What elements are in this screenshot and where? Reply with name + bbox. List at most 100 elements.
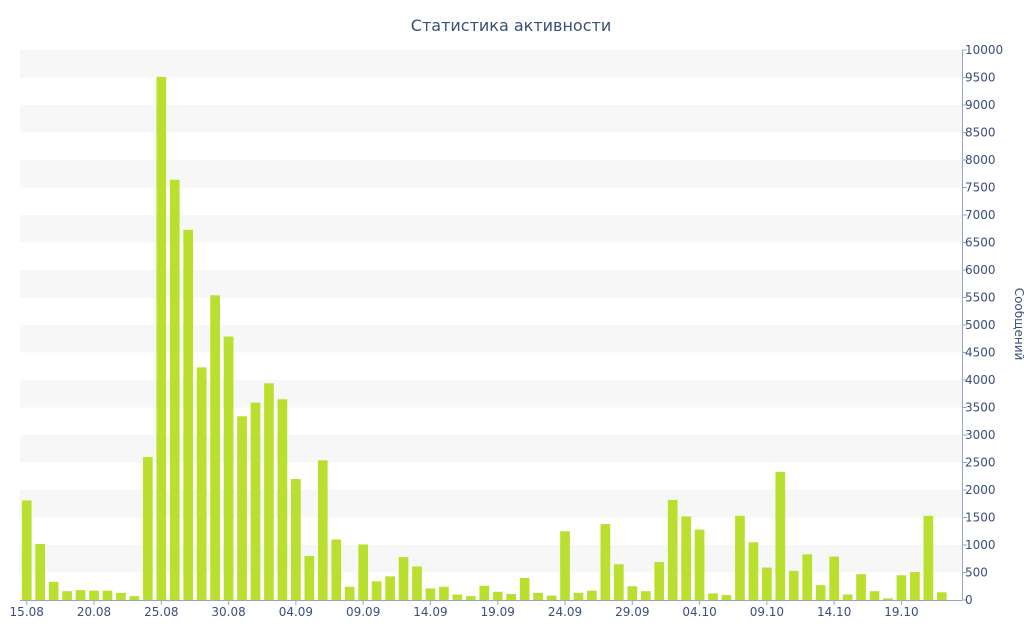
bar[interactable] — [102, 590, 113, 600]
y-tick-label: 3500 — [965, 401, 996, 415]
bar[interactable] — [48, 581, 59, 600]
x-tick-label: 25.08 — [144, 605, 178, 619]
bar[interactable] — [654, 562, 665, 600]
y-tick-label: 9500 — [965, 71, 996, 85]
bar[interactable] — [923, 515, 934, 600]
bar[interactable] — [317, 460, 328, 600]
grid-band — [20, 50, 962, 78]
bar[interactable] — [75, 590, 86, 600]
bar[interactable] — [169, 179, 180, 601]
bar[interactable] — [479, 585, 490, 600]
bar[interactable] — [829, 556, 839, 600]
bar[interactable] — [412, 566, 422, 600]
y-tick-label: 10000 — [965, 43, 1003, 57]
bar[interactable] — [600, 524, 611, 600]
y-tick-label: 1000 — [965, 538, 996, 552]
y-tick-label: 7500 — [965, 181, 996, 195]
y-tick-label: 8000 — [965, 153, 996, 167]
bar[interactable] — [842, 594, 853, 601]
bar[interactable] — [519, 578, 530, 600]
bar[interactable] — [869, 591, 880, 600]
bar[interactable] — [587, 590, 597, 600]
bar[interactable] — [856, 574, 866, 600]
bar[interactable] — [250, 402, 261, 600]
bar[interactable] — [264, 383, 274, 600]
y-tick-label: 500 — [965, 566, 988, 580]
axes-group: 0 500 1000 1500 2000 2500 3000 3500 4000 4500 5000… — [10, 43, 1004, 619]
bar[interactable] — [304, 556, 315, 600]
y-tick-label: 0 — [965, 593, 973, 607]
bar[interactable] — [439, 586, 449, 600]
y-tick-label: 6500 — [965, 236, 996, 250]
bar[interactable] — [183, 229, 194, 600]
bar[interactable] — [385, 576, 395, 600]
x-tick-label: 19.09 — [481, 605, 515, 619]
bar[interactable] — [237, 416, 247, 600]
bar[interactable] — [371, 581, 382, 600]
bar[interactable] — [748, 542, 759, 600]
grid-band — [20, 105, 962, 133]
bar[interactable] — [721, 595, 732, 600]
bar[interactable] — [533, 592, 543, 600]
bar[interactable] — [802, 554, 813, 600]
y-tick-label: 4000 — [965, 373, 996, 387]
bar[interactable] — [277, 399, 288, 600]
bar[interactable] — [896, 575, 907, 600]
y-axis-label: Сообщений — [1012, 288, 1024, 361]
x-tick-label: 15.08 — [10, 605, 44, 619]
bar[interactable] — [129, 596, 140, 600]
bar[interactable] — [35, 543, 46, 600]
y-tick-label: 5500 — [965, 291, 996, 305]
bar[interactable] — [788, 570, 799, 600]
bar[interactable] — [681, 516, 691, 600]
x-tick-label: 09.09 — [346, 605, 380, 619]
bar[interactable] — [735, 515, 745, 600]
bar[interactable] — [452, 594, 463, 601]
bar[interactable] — [358, 544, 368, 600]
bar[interactable] — [116, 592, 126, 600]
bar[interactable] — [546, 595, 557, 600]
bar[interactable] — [492, 591, 503, 600]
y-tick-label: 6000 — [965, 263, 996, 277]
bar[interactable] — [640, 591, 651, 600]
bar[interactable] — [89, 590, 99, 600]
x-tick-label: 04.09 — [279, 605, 313, 619]
x-tick-label: 29.09 — [615, 605, 649, 619]
bars-group — [21, 76, 947, 601]
bar[interactable] — [398, 557, 409, 600]
bar[interactable] — [775, 471, 786, 600]
bar[interactable] — [331, 539, 342, 601]
x-tick-label: 14.09 — [413, 605, 447, 619]
bar[interactable] — [425, 588, 436, 600]
bar[interactable] — [627, 586, 638, 600]
y-tick-label: 1500 — [965, 511, 996, 525]
bar[interactable] — [156, 76, 167, 600]
bar[interactable] — [762, 567, 772, 600]
bar[interactable] — [573, 592, 584, 600]
bar[interactable] — [694, 529, 705, 600]
bar[interactable] — [344, 586, 355, 600]
y-tick-label: 9000 — [965, 98, 996, 112]
bar[interactable] — [815, 585, 826, 600]
y-tick-label: 8500 — [965, 126, 996, 140]
x-tick-label: 19.10 — [884, 605, 918, 619]
x-tick-label: 14.10 — [817, 605, 851, 619]
bar[interactable] — [196, 367, 207, 600]
bar[interactable] — [506, 593, 517, 600]
bar[interactable] — [560, 531, 570, 600]
bar[interactable] — [223, 336, 234, 600]
bar[interactable] — [614, 564, 624, 600]
bar[interactable] — [143, 457, 153, 600]
bar[interactable] — [465, 596, 476, 600]
x-tick-label: 30.08 — [211, 605, 245, 619]
bar[interactable] — [210, 295, 220, 600]
bar[interactable] — [910, 571, 920, 600]
bar[interactable] — [883, 598, 893, 600]
bar[interactable] — [708, 593, 718, 600]
bar[interactable] — [936, 592, 947, 600]
bar[interactable] — [62, 591, 72, 600]
bar[interactable] — [291, 479, 301, 600]
bar[interactable] — [667, 499, 678, 600]
bar[interactable] — [21, 500, 32, 600]
